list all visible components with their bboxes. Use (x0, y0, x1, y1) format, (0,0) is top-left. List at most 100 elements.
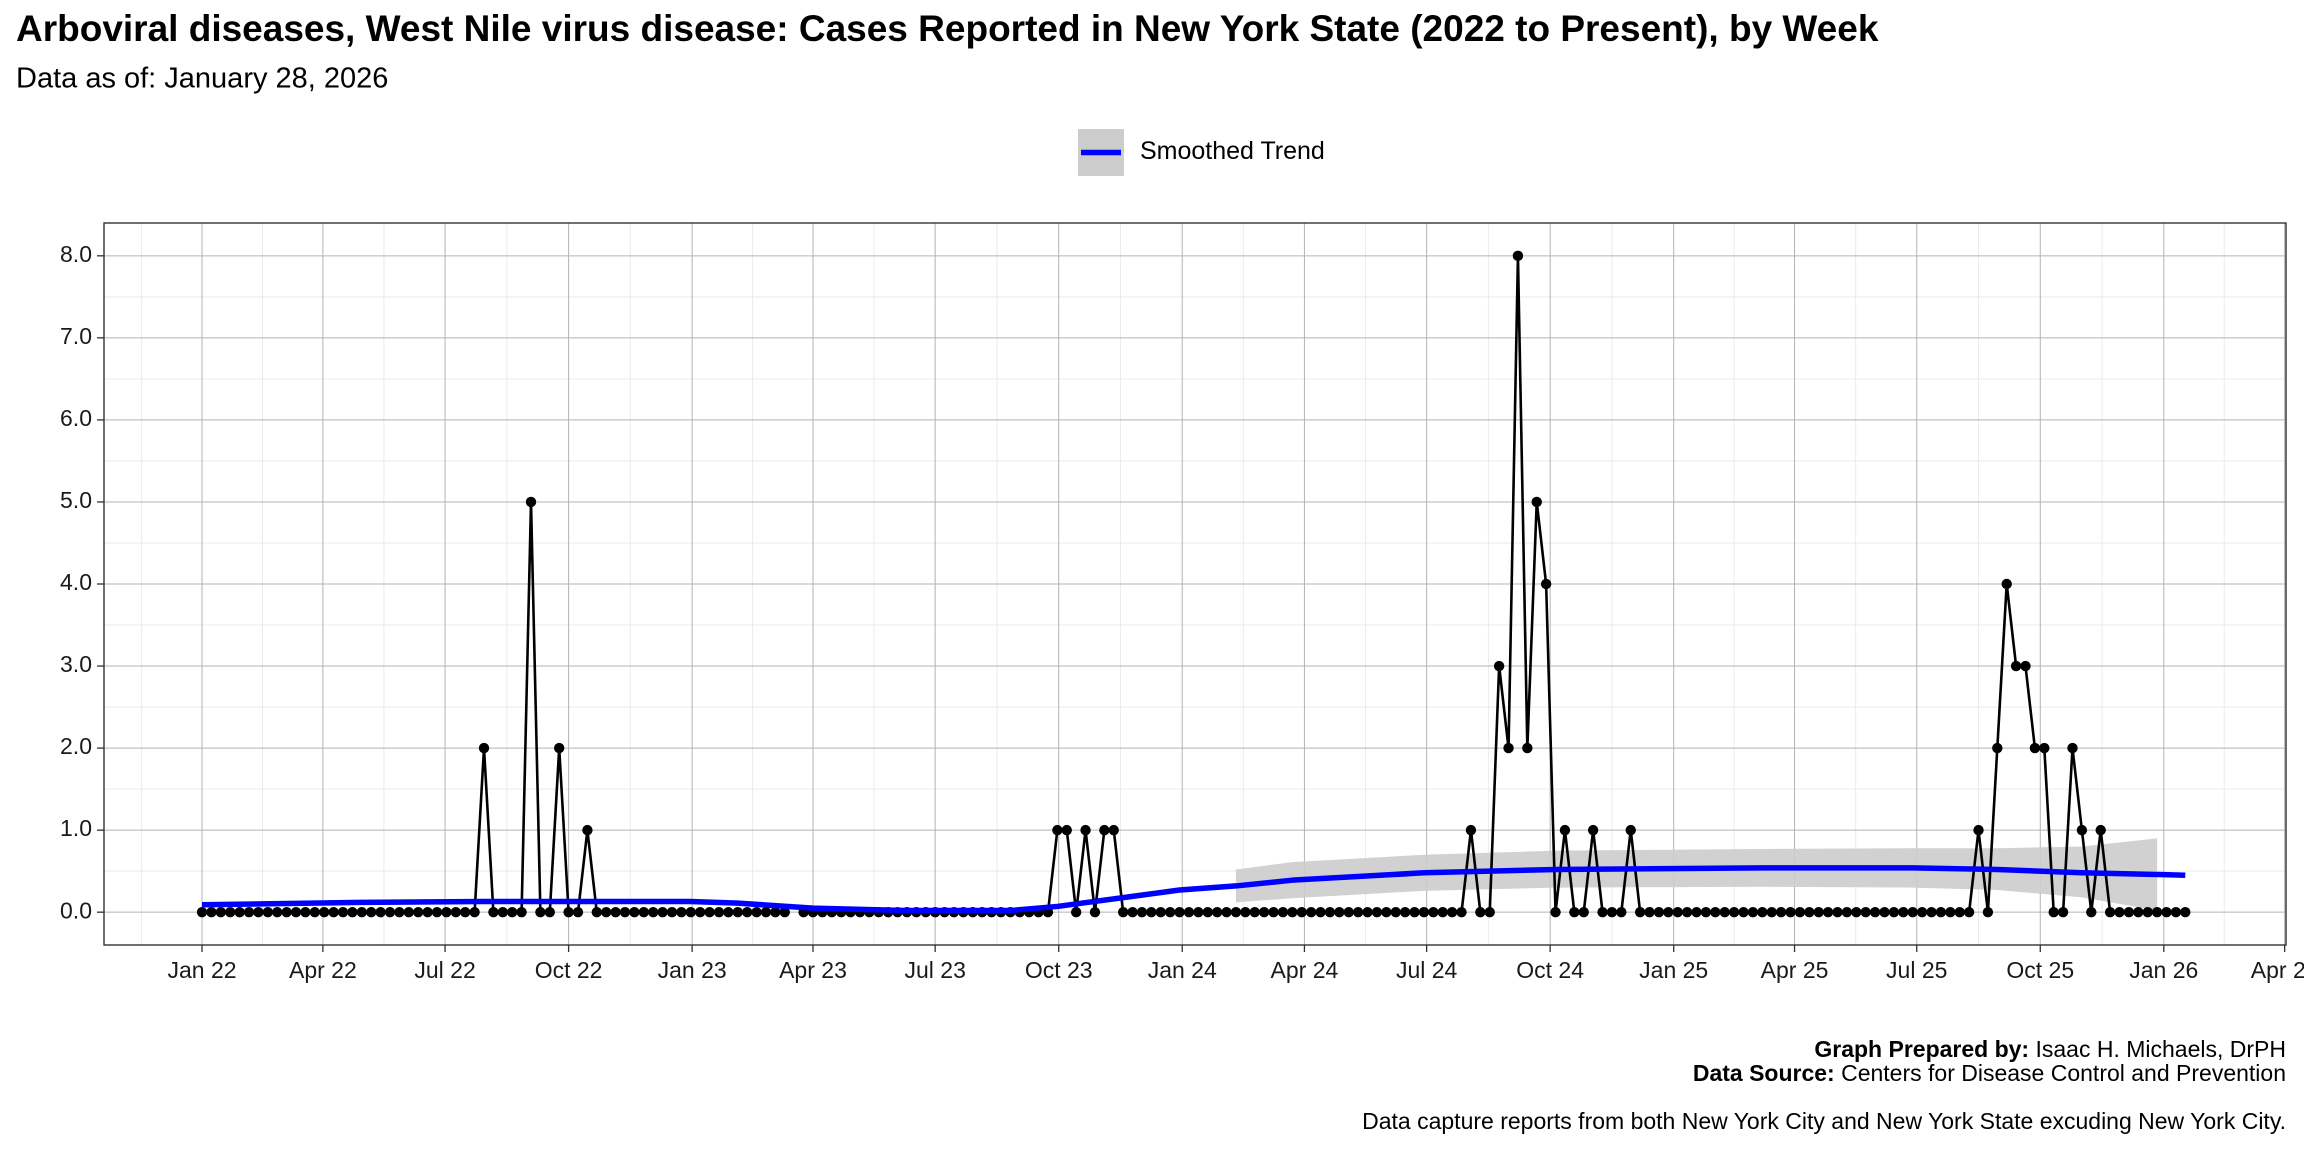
data-point (375, 906, 386, 918)
data-point (1352, 906, 1364, 918)
y-tick-label: 5.0 (60, 487, 92, 513)
data-point (1766, 906, 1777, 918)
caption-source: Data Source: Centers for Disease Control… (1693, 1060, 2286, 1086)
data-point (1898, 906, 1909, 918)
data-point (1531, 496, 1542, 508)
data-point (563, 906, 574, 918)
data-point (1606, 906, 1618, 918)
data-point (2010, 660, 2022, 672)
trend-line (201, 865, 2186, 914)
x-tick-label: Apr 24 (1271, 957, 1339, 983)
data-point (2133, 906, 2144, 918)
data-point (1710, 906, 1721, 918)
data-point (666, 906, 678, 918)
data-point (309, 906, 321, 918)
data-point (1465, 824, 1477, 836)
data-point (1559, 824, 1571, 836)
legend-label: Smoothed Trend (1140, 137, 1325, 165)
data-point (1324, 906, 1336, 918)
data-point (1117, 906, 1129, 918)
x-tick-label: Apr 26 (2251, 957, 2304, 983)
data-point (1992, 742, 2003, 754)
data-point (591, 906, 602, 918)
data-point (1399, 906, 1411, 918)
data-point (1240, 906, 1251, 918)
data-point (694, 906, 706, 918)
data-point (2001, 578, 2012, 590)
data-point (2142, 906, 2153, 918)
data-point (572, 906, 584, 918)
x-tick-label: Jul 25 (1886, 957, 1947, 983)
data-point (741, 906, 753, 918)
data-point (1164, 906, 1176, 918)
data-point (1794, 906, 1806, 918)
data-point (1785, 906, 1796, 918)
data-point (1869, 906, 1881, 918)
data-point (206, 906, 217, 918)
data-point (1691, 906, 1702, 918)
caption-value: Isaac H. Michaels, DrPH (2035, 1036, 2286, 1062)
data-point (1428, 906, 1439, 918)
data-point (1747, 906, 1759, 918)
data-point (676, 906, 687, 918)
data-point (403, 906, 415, 918)
data-point (1230, 906, 1242, 918)
data-point (1738, 906, 1749, 918)
data-point (1174, 906, 1185, 918)
data-point (1343, 906, 1354, 918)
data-point (1578, 906, 1589, 918)
data-point (2170, 906, 2182, 918)
data-point (1954, 906, 1965, 918)
data-point (328, 906, 339, 918)
data-point (478, 742, 490, 754)
data-point (1249, 906, 1260, 918)
data-point (1277, 906, 1289, 918)
data-point (1183, 906, 1195, 918)
data-point (431, 906, 443, 918)
data-point (732, 906, 743, 918)
y-tick-label: 2.0 (60, 733, 92, 759)
data-point (356, 906, 368, 918)
data-point (1390, 906, 1401, 918)
data-point (525, 496, 537, 508)
data-point (1484, 906, 1495, 918)
data-point (1146, 906, 1157, 918)
data-point (2180, 906, 2191, 918)
data-point (300, 906, 311, 918)
data-point (1409, 906, 1420, 918)
data-point (422, 906, 433, 918)
data-point (1550, 906, 1561, 918)
data-point (1625, 824, 1636, 836)
x-tick-label: Jul 24 (1396, 957, 1458, 983)
data-point (610, 906, 621, 918)
data-point (1663, 906, 1674, 918)
chart-title: Arboviral diseases, West Nile virus dise… (16, 8, 1879, 49)
data-point (1258, 906, 1270, 918)
data-point (2057, 906, 2069, 918)
data-point (1070, 906, 1082, 918)
data-point (723, 906, 734, 918)
data-point (1644, 906, 1655, 918)
data-point (2104, 906, 2116, 918)
data-point (1963, 906, 1975, 918)
data-point (1221, 906, 1232, 918)
data-point (1108, 824, 1119, 836)
data-point (253, 906, 264, 918)
data-point (1916, 906, 1928, 918)
data-point (1446, 906, 1458, 918)
data-point (2095, 824, 2106, 836)
data-point (647, 906, 659, 918)
data-point (1193, 906, 1204, 918)
caption-value: Centers for Disease Control and Preventi… (1841, 1060, 2286, 1086)
data-point (1634, 906, 1646, 918)
x-tick-label: Jan 25 (1639, 957, 1708, 983)
data-point (1437, 906, 1448, 918)
data-point (272, 906, 283, 918)
data-point (1822, 906, 1834, 918)
data-point (2029, 742, 2041, 754)
data-point (319, 906, 330, 918)
data-point (337, 906, 349, 918)
data-point (2039, 742, 2050, 754)
